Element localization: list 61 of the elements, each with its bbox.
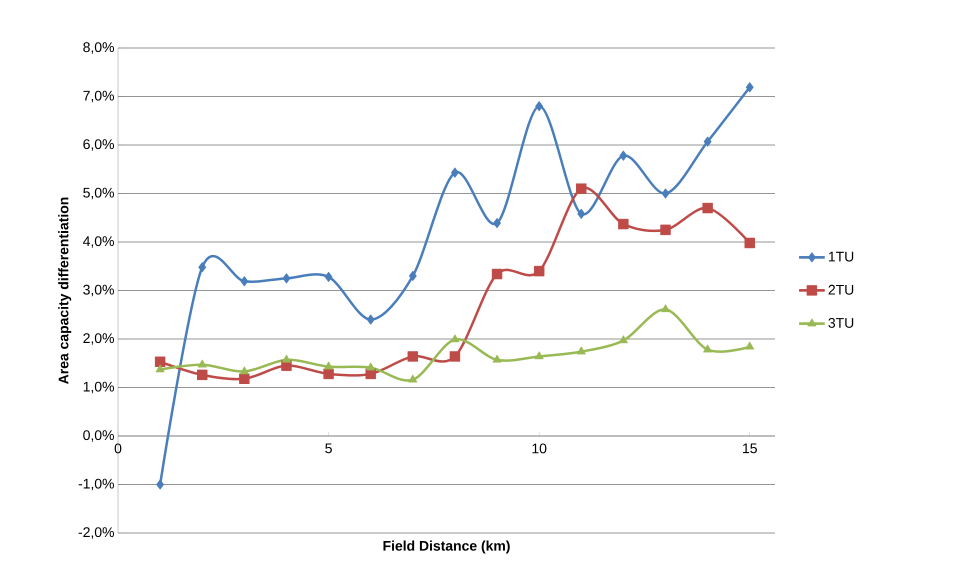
point: [239, 374, 250, 384]
y-axis-title: Area capacity differentiation: [58, 198, 72, 384]
point: [240, 366, 249, 374]
point: [704, 136, 712, 147]
point: [702, 202, 713, 214]
point: [450, 167, 459, 178]
point: [576, 183, 587, 194]
point: [535, 100, 544, 112]
point: [324, 361, 334, 370]
point: [156, 364, 165, 372]
point: [240, 276, 248, 287]
point: [619, 150, 628, 161]
point: [660, 304, 670, 312]
point: [198, 262, 206, 272]
x-axis-title: Field Distance (km): [383, 540, 510, 554]
point: [197, 370, 208, 380]
point: [745, 342, 754, 350]
point: [576, 346, 586, 354]
point: [323, 368, 334, 380]
point: [618, 218, 629, 230]
point: [492, 268, 502, 280]
y-tick-label: 1,0%: [84, 382, 114, 394]
point: [660, 224, 671, 236]
point: [534, 351, 544, 360]
y-tick-label: 8,0%: [83, 42, 114, 54]
y-tick-label: -2,0%: [78, 527, 114, 539]
point: [156, 479, 164, 490]
point: [534, 266, 544, 276]
point: [450, 351, 460, 362]
point: [492, 354, 502, 363]
point: [154, 356, 166, 368]
x-tick-label: 15: [743, 444, 757, 454]
point: [282, 354, 292, 363]
point: [408, 351, 418, 362]
point: [744, 238, 755, 248]
y-tick-label: 3,0%: [83, 284, 114, 296]
y-tick-label: -1,0%: [78, 478, 114, 490]
point: [662, 188, 670, 199]
point: [408, 270, 417, 282]
y-tick-label: 7,0%: [83, 90, 114, 102]
y-tick-label: 2,0%: [83, 333, 114, 345]
point: [577, 208, 586, 220]
y-tick-label: 5,0%: [83, 188, 114, 200]
point: [703, 344, 712, 352]
x-tick-label: 0: [114, 443, 122, 454]
y-tick-label: 4,0%: [83, 236, 114, 248]
point: [366, 362, 376, 370]
legend-label: 1TU: [828, 252, 854, 262]
point: [282, 273, 290, 284]
point: [493, 218, 502, 228]
point: [366, 314, 375, 325]
point: [746, 82, 754, 93]
point: [408, 374, 418, 382]
y-tick-label: 6,0%: [83, 139, 114, 151]
x-tick-label: 10: [532, 443, 546, 454]
legend-label: 2TU: [828, 284, 854, 295]
point: [198, 359, 207, 368]
legend-label: 3TU: [828, 318, 854, 328]
x-tick-label: 5: [325, 444, 332, 454]
y-tick-label: 0,0%: [83, 430, 114, 442]
point: [324, 272, 333, 282]
